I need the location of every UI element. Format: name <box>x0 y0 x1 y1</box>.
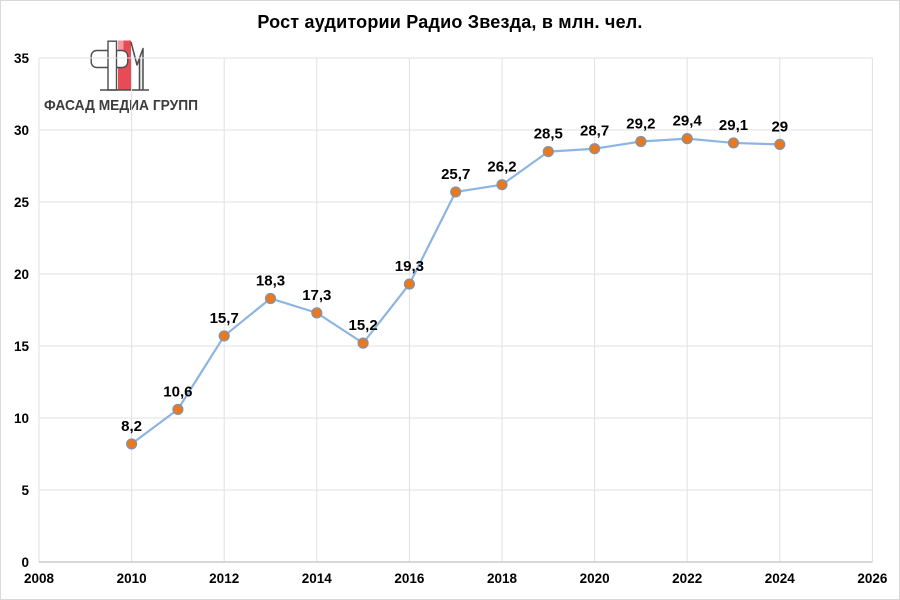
data-point-label: 29,4 <box>673 113 703 130</box>
data-point <box>496 179 508 191</box>
y-tick-label: 25 <box>14 195 30 210</box>
x-tick-label: 2014 <box>302 571 333 586</box>
logo-wordmark: ФАСАД МЕДИА ГРУПП <box>44 97 198 114</box>
data-point <box>403 278 415 290</box>
data-point <box>264 292 277 305</box>
data-point <box>450 186 462 198</box>
company-logo: ФАСАД МЕДИА ГРУПП <box>37 39 205 115</box>
x-tick-label: 2012 <box>209 571 239 586</box>
logo-text: ФАСАД МЕДИА ГРУПП <box>44 97 198 114</box>
data-point <box>542 146 554 158</box>
data-point-label: 26,2 <box>487 159 516 176</box>
data-point-label: 15,7 <box>210 310 239 327</box>
data-point <box>774 138 786 150</box>
x-tick-label: 2016 <box>394 571 425 586</box>
data-point-label: 8,2 <box>121 418 142 435</box>
data-line <box>130 137 781 446</box>
chart-title: Рост аудитории Радио Звезда, в млн. чел. <box>257 12 643 32</box>
x-tick-label: 2008 <box>24 571 55 586</box>
y-tick-label: 30 <box>14 123 29 138</box>
x-tick-label: 2024 <box>765 571 796 586</box>
data-point-label: 25,7 <box>441 166 470 183</box>
y-tick-label: 0 <box>21 555 29 570</box>
data-point-label: 28,7 <box>580 123 609 140</box>
x-tick-label: 2018 <box>487 571 518 586</box>
data-point <box>172 403 184 415</box>
data-point-label: 29 <box>771 118 788 135</box>
logo-m-outline <box>130 41 144 90</box>
y-tick-label: 10 <box>14 411 29 426</box>
data-point <box>311 307 323 319</box>
data-point <box>727 137 740 149</box>
x-tick-label: 2022 <box>672 571 702 586</box>
data-point-label: 17,3 <box>302 287 331 304</box>
data-point <box>357 337 369 349</box>
logo-pink-highlight <box>118 40 124 53</box>
data-point <box>126 438 138 450</box>
y-tick-label: 5 <box>21 483 29 498</box>
x-tick-label: 2010 <box>117 571 147 586</box>
y-tick-label: 15 <box>14 339 30 354</box>
data-point-label: 19,3 <box>395 258 424 275</box>
data-point-label: 18,3 <box>256 272 285 289</box>
data-point-label: 15,2 <box>348 317 377 334</box>
x-tick-label: 2020 <box>580 571 610 586</box>
x-tick-label: 2026 <box>857 571 888 586</box>
y-tick-label: 20 <box>14 267 29 282</box>
data-point-label: 29,2 <box>626 116 655 133</box>
data-point <box>635 135 647 148</box>
data-point-label: 28,5 <box>534 126 563 143</box>
data-point <box>681 133 693 145</box>
y-tick-label: 35 <box>14 51 30 66</box>
data-point <box>218 330 230 342</box>
data-point-label: 10,6 <box>163 383 192 400</box>
data-point-label: 29,1 <box>719 117 748 134</box>
logo-mark-icon <box>90 40 149 91</box>
data-point <box>588 143 601 155</box>
logo-m-fill <box>139 48 143 90</box>
